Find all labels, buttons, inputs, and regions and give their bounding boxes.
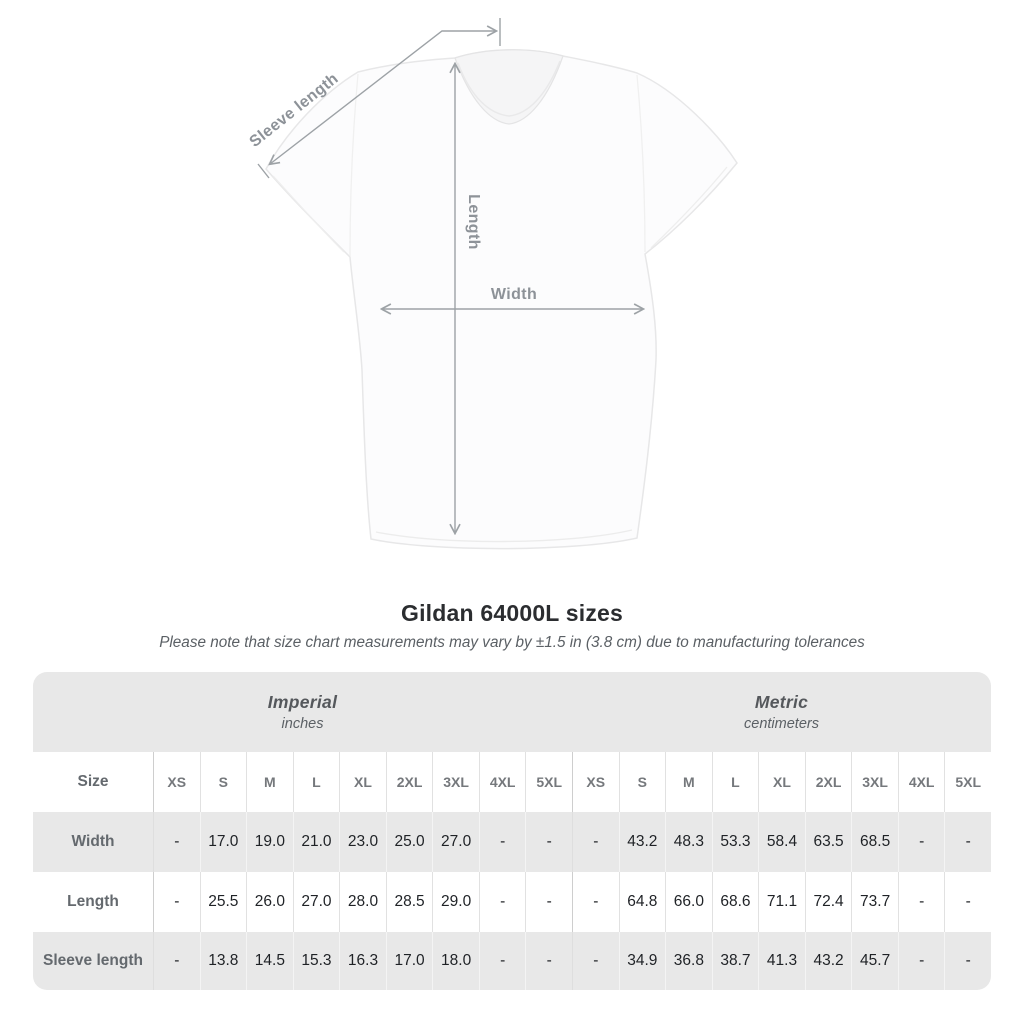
metric-size-col-header: XS xyxy=(572,752,619,812)
imperial-section-header: Imperial inches xyxy=(33,672,572,752)
imperial-section-unit: inches xyxy=(281,716,324,732)
imperial-value-cell: 18.0 xyxy=(432,932,479,990)
metric-value-cell: 38.7 xyxy=(711,932,759,990)
imperial-value-cell: - xyxy=(525,812,572,872)
imperial-section-title: Imperial xyxy=(267,692,338,712)
metric-value-cell: 68.5 xyxy=(851,812,898,872)
imperial-value-cell: - xyxy=(525,872,572,932)
metric-size-col-header: L xyxy=(711,752,759,812)
imperial-value-cell: 28.5 xyxy=(385,872,433,932)
metric-value-cell: 68.6 xyxy=(711,872,759,932)
imperial-size-col-header: M xyxy=(246,752,293,812)
imperial-size-col-header: XS xyxy=(153,752,200,812)
metric-section-header: Metric centimeters xyxy=(572,672,991,752)
row-label: Width xyxy=(33,812,153,872)
metric-value-cell: 66.0 xyxy=(665,872,712,932)
imperial-value-cell: 27.0 xyxy=(432,812,479,872)
size-chart-table: Imperial inches Metric centimeters Size X… xyxy=(33,672,991,990)
metric-section-unit: centimeters xyxy=(744,716,819,732)
imperial-value-cell: - xyxy=(478,932,526,990)
metric-value-cell: 48.3 xyxy=(665,812,712,872)
width-label: Width xyxy=(491,286,537,303)
imperial-value-cell: - xyxy=(153,812,200,872)
metric-value-cell: 43.2 xyxy=(804,932,852,990)
imperial-value-cell: 13.8 xyxy=(199,932,247,990)
metric-value-cell: 43.2 xyxy=(618,812,666,872)
metric-size-col-header: 5XL xyxy=(944,752,991,812)
imperial-size-col-header: 4XL xyxy=(478,752,526,812)
tshirt-hem-seam xyxy=(375,529,633,543)
imperial-value-cell: 29.0 xyxy=(432,872,479,932)
imperial-value-cell: 21.0 xyxy=(292,812,340,872)
metric-value-cell: 45.7 xyxy=(851,932,898,990)
sleeve-length-arrow xyxy=(270,31,496,164)
metric-value-cell: - xyxy=(944,812,991,872)
metric-value-cell: - xyxy=(572,932,619,990)
tshirt-right-cuff-seam xyxy=(650,166,728,249)
imperial-size-col-header: 5XL xyxy=(525,752,572,812)
size-corner-label: Size xyxy=(33,752,153,812)
imperial-value-cell: 26.0 xyxy=(246,872,293,932)
metric-value-cell: - xyxy=(944,872,991,932)
imperial-value-cell: 16.3 xyxy=(339,932,386,990)
metric-value-cell: 73.7 xyxy=(851,872,898,932)
metric-size-col-header: XL xyxy=(758,752,805,812)
imperial-size-col-header: S xyxy=(199,752,247,812)
imperial-value-cell: 14.5 xyxy=(246,932,293,990)
metric-value-cell: - xyxy=(944,932,991,990)
metric-section-title: Metric xyxy=(754,692,809,712)
metric-size-col-header: 3XL xyxy=(851,752,898,812)
tshirt-outline xyxy=(265,49,738,550)
imperial-value-cell: 17.0 xyxy=(385,932,433,990)
metric-size-col-header: 4XL xyxy=(897,752,945,812)
length-label: Length xyxy=(465,194,482,250)
imperial-value-cell: 23.0 xyxy=(339,812,386,872)
imperial-size-col-header: 2XL xyxy=(385,752,433,812)
tshirt-measurement-diagram: Length Width Sleeve length xyxy=(247,18,738,550)
imperial-size-col-header: L xyxy=(292,752,340,812)
imperial-value-cell: - xyxy=(153,932,200,990)
imperial-value-cell: 28.0 xyxy=(339,872,386,932)
metric-value-cell: 63.5 xyxy=(804,812,852,872)
metric-value-cell: - xyxy=(897,932,945,990)
metric-value-cell: - xyxy=(897,872,945,932)
metric-value-cell: 58.4 xyxy=(758,812,805,872)
tshirt-right-armhole-seam xyxy=(636,74,646,253)
metric-value-cell: 36.8 xyxy=(665,932,712,990)
metric-size-col-header: M xyxy=(665,752,712,812)
imperial-value-cell: - xyxy=(525,932,572,990)
tolerance-note: Please note that size chart measurements… xyxy=(159,634,865,651)
metric-value-cell: 53.3 xyxy=(711,812,759,872)
imperial-value-cell: 17.0 xyxy=(199,812,247,872)
metric-size-col-header: 2XL xyxy=(804,752,852,812)
imperial-value-cell: 25.0 xyxy=(385,812,433,872)
imperial-value-cell: - xyxy=(478,872,526,932)
metric-value-cell: - xyxy=(572,812,619,872)
metric-size-col-header: S xyxy=(618,752,666,812)
imperial-value-cell: 15.3 xyxy=(292,932,340,990)
metric-value-cell: - xyxy=(572,872,619,932)
row-label: Length xyxy=(33,872,153,932)
imperial-value-cell: - xyxy=(153,872,200,932)
metric-value-cell: 71.1 xyxy=(758,872,805,932)
sleeve-length-start-tick xyxy=(257,163,270,179)
tshirt-left-cuff-seam xyxy=(272,175,345,253)
imperial-value-cell: 27.0 xyxy=(292,872,340,932)
imperial-value-cell: 25.5 xyxy=(199,872,247,932)
imperial-size-col-header: XL xyxy=(339,752,386,812)
metric-value-cell: - xyxy=(897,812,945,872)
page-title: Gildan 64000L sizes xyxy=(401,600,623,626)
metric-value-cell: 64.8 xyxy=(618,872,666,932)
metric-value-cell: 41.3 xyxy=(758,932,805,990)
metric-value-cell: 72.4 xyxy=(804,872,852,932)
row-label: Sleeve length xyxy=(33,932,153,990)
imperial-value-cell: - xyxy=(478,812,526,872)
imperial-size-col-header: 3XL xyxy=(432,752,479,812)
metric-value-cell: 34.9 xyxy=(618,932,666,990)
imperial-value-cell: 19.0 xyxy=(246,812,293,872)
